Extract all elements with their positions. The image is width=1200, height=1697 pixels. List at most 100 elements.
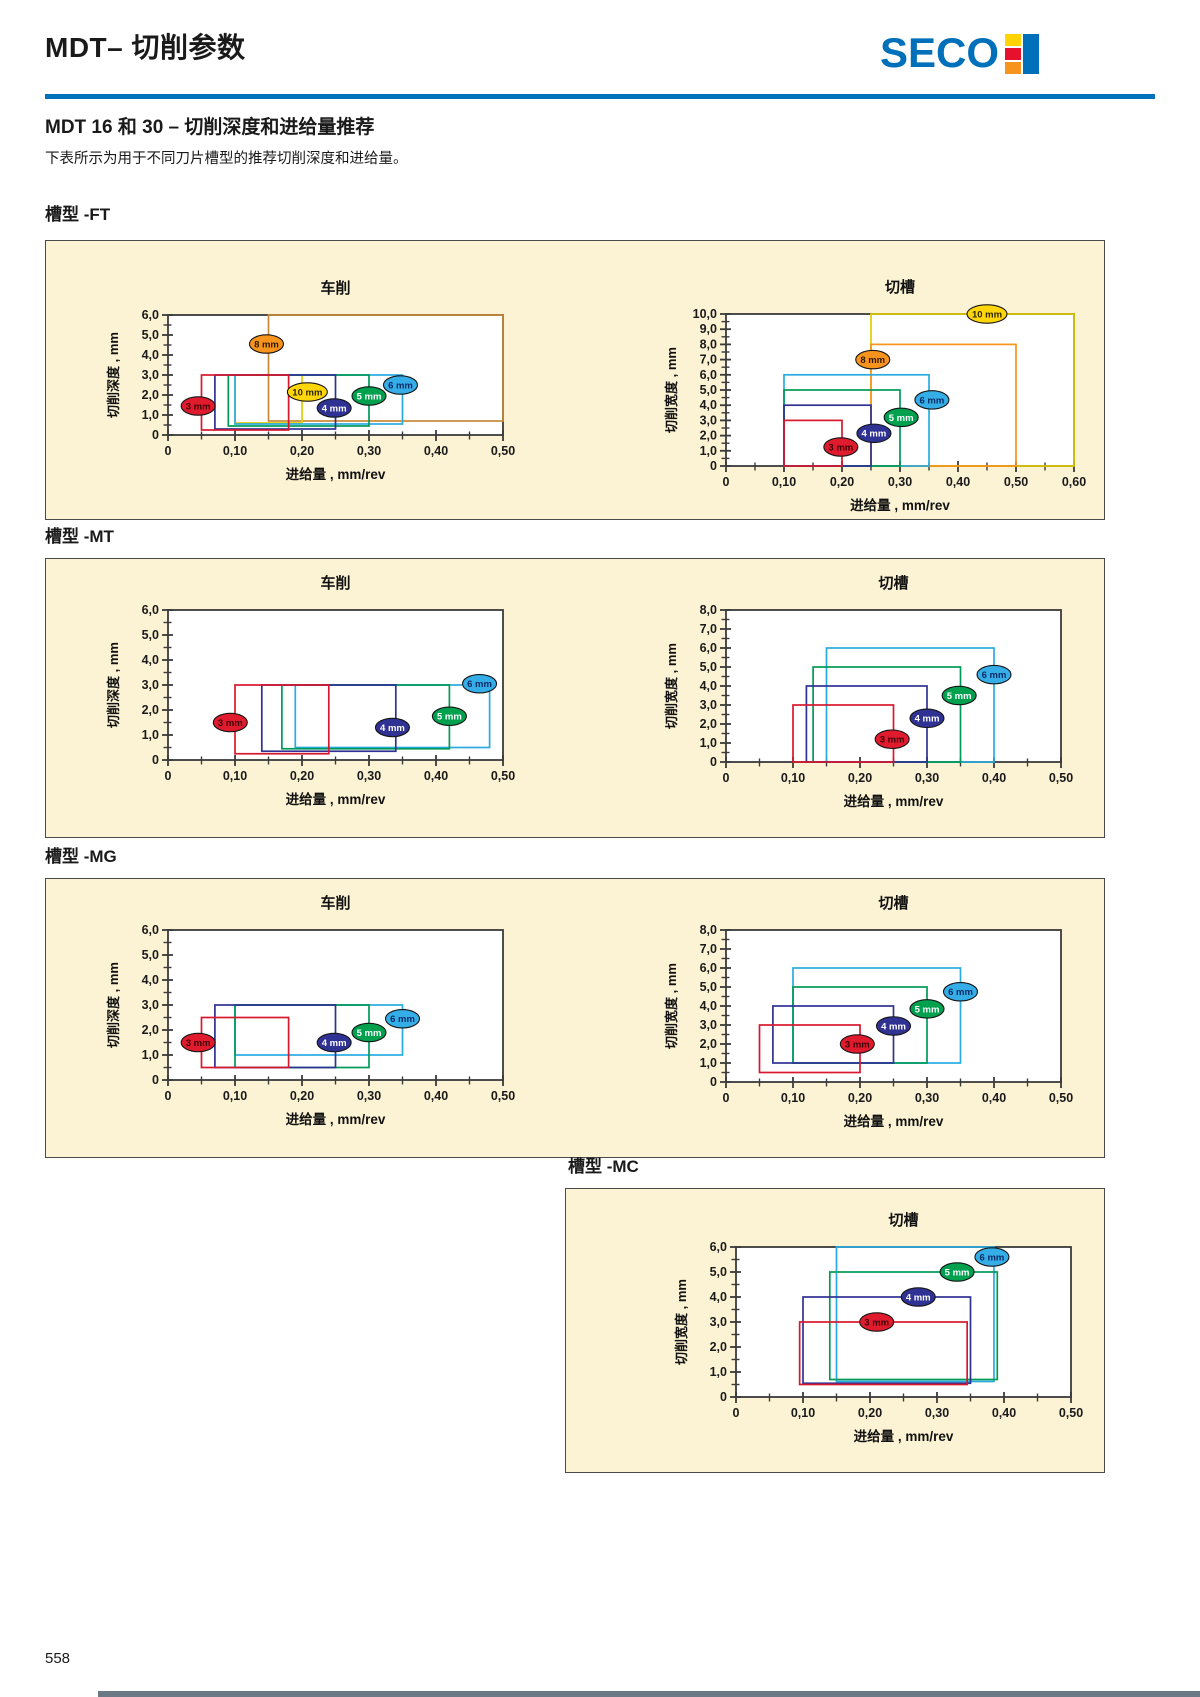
chart-mc-grooving: 0 0,10 0,20 0,30 0,40 0,50 0 1,0 2,0 3,0 4,0 5,0 6,0…	[670, 1199, 1119, 1455]
svg-text:进给量 , mm/rev: 进给量 , mm/rev	[286, 791, 386, 807]
svg-text:5 mm: 5 mm	[357, 1028, 382, 1039]
svg-text:0: 0	[165, 1089, 172, 1103]
svg-text:2,0: 2,0	[700, 717, 717, 731]
svg-text:3 mm: 3 mm	[880, 735, 905, 746]
logo-square-red-icon	[1005, 48, 1022, 60]
svg-text:4 mm: 4 mm	[322, 1038, 347, 1049]
logo-square-yellow-icon	[1005, 34, 1022, 46]
svg-text:1,0: 1,0	[142, 728, 159, 742]
logo-square-blue-icon	[1023, 34, 1040, 74]
svg-text:6 mm: 6 mm	[980, 1252, 1005, 1263]
svg-text:3 mm: 3 mm	[828, 442, 853, 453]
svg-text:5,0: 5,0	[700, 980, 717, 994]
svg-text:4 mm: 4 mm	[861, 429, 886, 440]
svg-text:0,30: 0,30	[915, 771, 939, 785]
seco-logo-text: SECO	[880, 29, 1000, 76]
svg-text:0,10: 0,10	[223, 769, 247, 783]
svg-text:5 mm: 5 mm	[947, 691, 972, 702]
svg-text:0: 0	[152, 428, 159, 442]
svg-text:0,30: 0,30	[357, 444, 381, 458]
svg-text:0,40: 0,40	[982, 1091, 1006, 1105]
svg-text:3,0: 3,0	[142, 678, 159, 692]
svg-text:1,0: 1,0	[700, 736, 717, 750]
svg-text:5,0: 5,0	[710, 1265, 727, 1279]
svg-text:0,50: 0,50	[1059, 1406, 1083, 1420]
chart-svg-mg_turning: 0 0,10 0,20 0,30 0,40 0,50 0 1,0 2,0 3,0 4,0 5,0 6,0…	[106, 894, 515, 1127]
svg-text:6,0: 6,0	[700, 641, 717, 655]
svg-text:0,20: 0,20	[290, 444, 314, 458]
svg-text:10,0: 10,0	[693, 307, 717, 321]
svg-text:切削深度 , mm: 切削深度 , mm	[106, 642, 121, 728]
svg-text:8,0: 8,0	[700, 603, 717, 617]
chart-panel-mc: 0 0,10 0,20 0,30 0,40 0,50 0 1,0 2,0 3,0 4,0 5,0 6,0…	[565, 1188, 1105, 1473]
svg-text:1,0: 1,0	[142, 408, 159, 422]
svg-text:0,50: 0,50	[1049, 771, 1073, 785]
svg-text:切槽: 切槽	[888, 1211, 918, 1229]
svg-text:1,0: 1,0	[142, 1048, 159, 1062]
svg-text:4,0: 4,0	[700, 679, 717, 693]
svg-text:5 mm: 5 mm	[437, 712, 462, 723]
svg-text:6 mm: 6 mm	[467, 679, 492, 690]
svg-text:3 mm: 3 mm	[186, 401, 211, 412]
svg-text:7,0: 7,0	[700, 622, 717, 636]
seco-logo: SECO	[880, 29, 1040, 76]
svg-text:5 mm: 5 mm	[945, 1267, 970, 1278]
svg-text:6,0: 6,0	[142, 603, 159, 617]
section-title-mc: 槽型 -MC	[568, 1157, 639, 1176]
svg-text:2,0: 2,0	[700, 1037, 717, 1051]
svg-text:车削: 车削	[320, 894, 350, 912]
svg-text:进给量 , mm/rev: 进给量 , mm/rev	[844, 1113, 944, 1129]
svg-text:0,50: 0,50	[491, 444, 515, 458]
svg-text:0,40: 0,40	[424, 769, 448, 783]
svg-text:0,30: 0,30	[357, 769, 381, 783]
svg-text:6,0: 6,0	[700, 368, 717, 382]
chart-mt-grooving: 0 0,10 0,20 0,30 0,40 0,50 0 1,0 2,0 3,0 4,0 5,0 6,0…	[660, 567, 1109, 820]
svg-text:进给量 , mm/rev: 进给量 , mm/rev	[854, 1428, 954, 1444]
svg-text:4,0: 4,0	[700, 398, 717, 412]
svg-text:0,10: 0,10	[781, 771, 805, 785]
svg-text:0,10: 0,10	[781, 1091, 805, 1105]
svg-text:4 mm: 4 mm	[881, 1021, 906, 1032]
svg-text:0,20: 0,20	[858, 1406, 882, 1420]
svg-text:切槽: 切槽	[885, 278, 915, 296]
svg-text:3 mm: 3 mm	[186, 1038, 211, 1049]
svg-text:0,50: 0,50	[1049, 1091, 1073, 1105]
svg-text:进给量 , mm/rev: 进给量 , mm/rev	[286, 466, 386, 482]
svg-text:4 mm: 4 mm	[915, 714, 940, 725]
svg-text:切削宽度 , mm: 切削宽度 , mm	[674, 1279, 689, 1365]
svg-text:0: 0	[152, 753, 159, 767]
svg-text:0: 0	[720, 1390, 727, 1404]
svg-text:7,0: 7,0	[700, 353, 717, 367]
svg-text:0: 0	[710, 755, 717, 769]
svg-text:3,0: 3,0	[700, 1018, 717, 1032]
svg-text:0: 0	[165, 444, 172, 458]
chart-svg-ft_grooving: 0 0,10 0,20 0,30 0,40 0,50 0,6001,02,03,04,05,…	[664, 278, 1086, 513]
bottom-bar	[98, 1691, 1200, 1697]
svg-text:0,40: 0,40	[946, 475, 970, 489]
svg-text:9,0: 9,0	[700, 322, 717, 336]
chart-panel-mt: 0 0,10 0,20 0,30 0,40 0,50 0 1,0 2,0 3,0 4,0 5,0 6,0…	[45, 558, 1105, 838]
svg-text:8 mm: 8 mm	[254, 339, 279, 350]
svg-text:6 mm: 6 mm	[982, 670, 1007, 681]
svg-text:4 mm: 4 mm	[906, 1292, 931, 1303]
svg-text:0,30: 0,30	[888, 475, 912, 489]
page-number: 558	[45, 1650, 71, 1667]
svg-text:0: 0	[723, 1091, 730, 1105]
svg-text:进给量 , mm/rev: 进给量 , mm/rev	[844, 793, 944, 809]
svg-text:6,0: 6,0	[710, 1240, 727, 1254]
svg-text:0,10: 0,10	[772, 475, 796, 489]
page-title: MDT– 切削参数	[45, 32, 246, 63]
svg-text:0,40: 0,40	[424, 1089, 448, 1103]
svg-text:0,40: 0,40	[424, 444, 448, 458]
svg-text:3 mm: 3 mm	[845, 1039, 870, 1050]
svg-text:5,0: 5,0	[700, 383, 717, 397]
svg-text:6 mm: 6 mm	[390, 1014, 415, 1025]
svg-text:8,0: 8,0	[700, 337, 717, 351]
chart-svg-mg_grooving: 0 0,10 0,20 0,30 0,40 0,50 0 1,0 2,0 3,0 4,0 5,0 6,0…	[664, 894, 1073, 1129]
svg-text:切槽: 切槽	[878, 894, 908, 912]
svg-text:3,0: 3,0	[142, 368, 159, 382]
svg-text:0,20: 0,20	[848, 771, 872, 785]
svg-text:0: 0	[710, 459, 717, 473]
chart-svg-ft_turning: 0 0,10 0,20 0,30 0,40 0,50 0 1,0 2,0 3,0 4,0 5,0 6,0…	[106, 279, 515, 482]
